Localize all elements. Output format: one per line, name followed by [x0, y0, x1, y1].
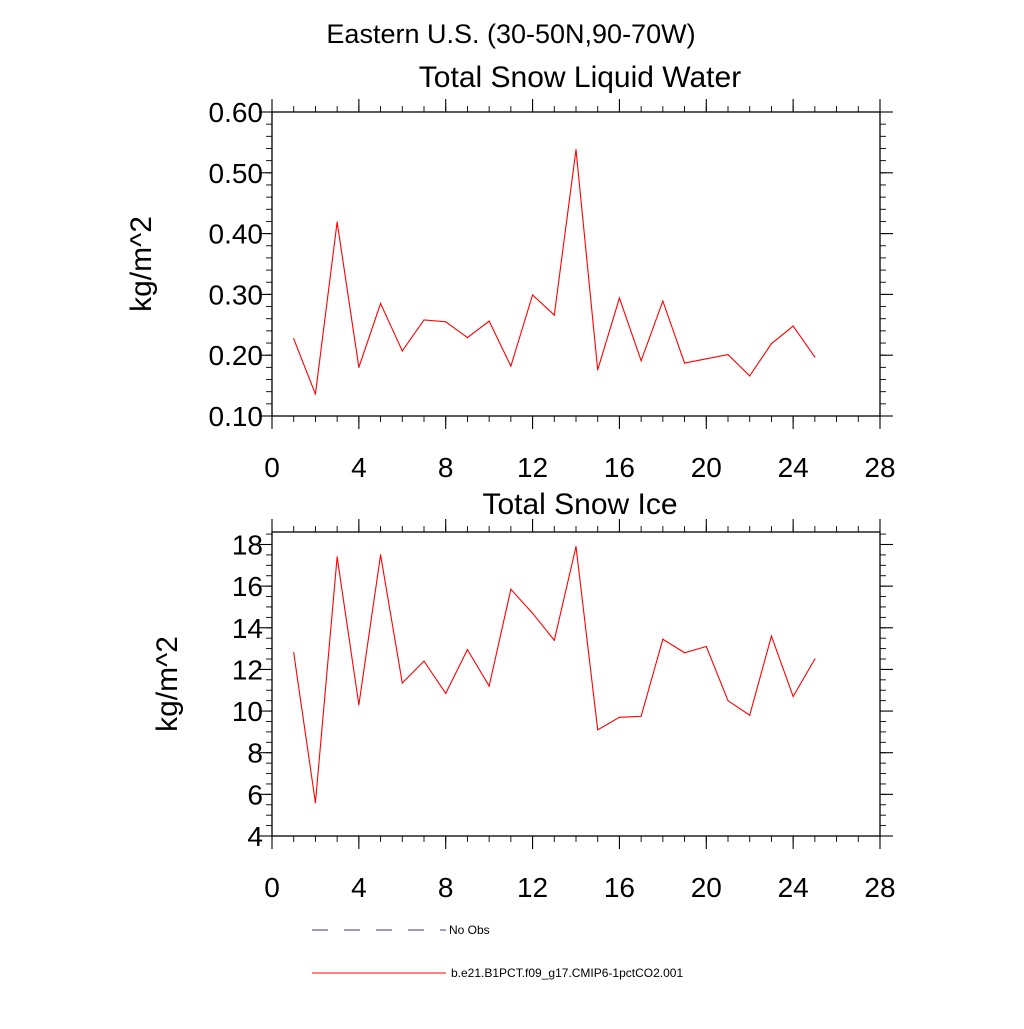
data-point: [358, 704, 360, 706]
y-tick-label: 4: [247, 821, 263, 852]
y-tick-label: 0.60: [209, 97, 264, 128]
data-point: [358, 366, 360, 368]
data-point: [792, 325, 794, 327]
y-axis-label: kg/m^2: [151, 636, 184, 732]
data-point: [531, 294, 534, 296]
x-tick-label: 28: [864, 452, 895, 483]
data-point: [770, 343, 773, 345]
y-tick-label: 0.20: [209, 340, 264, 371]
y-tick-label: 10: [232, 696, 263, 727]
data-point: [597, 729, 599, 731]
data-point: [575, 545, 577, 548]
data-point: [814, 356, 816, 358]
data-point: [423, 660, 425, 662]
y-tick-label: 0.30: [209, 279, 264, 310]
data-point: [488, 320, 490, 322]
data-point: [314, 802, 317, 804]
y-tick-label: 0.10: [209, 401, 264, 432]
x-tick-label: 8: [438, 872, 454, 903]
data-point: [531, 612, 534, 614]
data-point: [597, 369, 599, 371]
data-point: [293, 338, 295, 340]
data-point: [618, 297, 621, 299]
data-point: [553, 639, 555, 641]
data-point: [336, 556, 338, 558]
data-point: [488, 685, 490, 687]
x-tick-label: 8: [438, 452, 454, 483]
data-point: [662, 638, 664, 640]
panels: Total Snow Liquid Water 0.10 0.20 0.30 0.40 0…: [125, 61, 896, 903]
data-point: [683, 652, 686, 654]
data-point: [553, 314, 555, 316]
data-point: [445, 692, 447, 694]
legend-label: No Obs: [449, 923, 490, 937]
y-tick-label: 0.40: [209, 219, 264, 250]
chart-panel-1: Total Snow Liquid Water 0.10 0.20 0.30 0.40 0…: [125, 61, 896, 483]
data-point: [445, 321, 447, 323]
x-tick-label: 16: [604, 452, 635, 483]
y-tick-label: 0.50: [209, 158, 264, 189]
y-tick-label: 12: [232, 654, 263, 685]
y-axis-label: kg/m^2: [125, 216, 158, 312]
panel-title: Total Snow Liquid Water: [419, 61, 741, 94]
data-point: [749, 714, 751, 716]
data-point: [749, 375, 751, 377]
data-point: [662, 300, 664, 302]
data-point: [336, 221, 338, 223]
legend-label: b.e21.B1PCT.f09_g17.CMIP6-1pctCO2.001: [451, 966, 683, 980]
data-point: [466, 336, 469, 339]
data-point: [618, 716, 621, 718]
x-tick-label: 24: [778, 452, 809, 483]
data-point: [423, 319, 425, 321]
x-tick-label: 0: [264, 452, 280, 483]
data-point: [379, 302, 382, 305]
x-tick-label: 28: [864, 872, 895, 903]
x-tick-label: 4: [351, 872, 367, 903]
data-point: [314, 393, 317, 395]
y-tick-label: 8: [247, 738, 263, 769]
plot-frame: [271, 111, 881, 417]
x-tick-label: 20: [691, 872, 722, 903]
y-tick-label: 18: [232, 529, 263, 560]
y-tick-label: 16: [232, 571, 263, 602]
data-point: [770, 635, 773, 637]
figure-title: Eastern U.S. (30-50N,90-70W): [326, 19, 695, 49]
data-point: [379, 554, 382, 556]
data-point: [705, 645, 707, 648]
series-line: [293, 546, 816, 803]
data-point: [401, 682, 403, 684]
legend: No Obs b.e21.B1PCT.f09_g17.CMIP6-1pctCO2.…: [312, 923, 683, 980]
data-point: [683, 362, 686, 364]
data-point: [466, 649, 469, 651]
data-point: [814, 658, 816, 660]
panel-title: Total Snow Ice: [482, 488, 677, 521]
x-tick-label: 4: [351, 452, 367, 483]
x-tick-label: 12: [517, 452, 548, 483]
series-line: [293, 149, 816, 395]
data-point: [727, 700, 729, 702]
data-point: [640, 715, 642, 717]
y-tick-label: 6: [247, 779, 263, 810]
data-point: [401, 350, 403, 352]
data-point: [727, 353, 729, 356]
x-tick-label: 24: [778, 872, 809, 903]
y-tick-label: 14: [232, 613, 263, 644]
x-tick-label: 0: [264, 872, 280, 903]
data-point: [640, 360, 642, 362]
x-tick-label: 12: [517, 872, 548, 903]
data-point: [575, 149, 577, 151]
data-point: [792, 695, 794, 698]
data-point: [510, 365, 512, 367]
data-point: [510, 588, 512, 590]
data-point: [705, 358, 707, 360]
x-tick-label: 20: [691, 452, 722, 483]
data-point: [293, 652, 295, 654]
x-tick-label: 16: [604, 872, 635, 903]
